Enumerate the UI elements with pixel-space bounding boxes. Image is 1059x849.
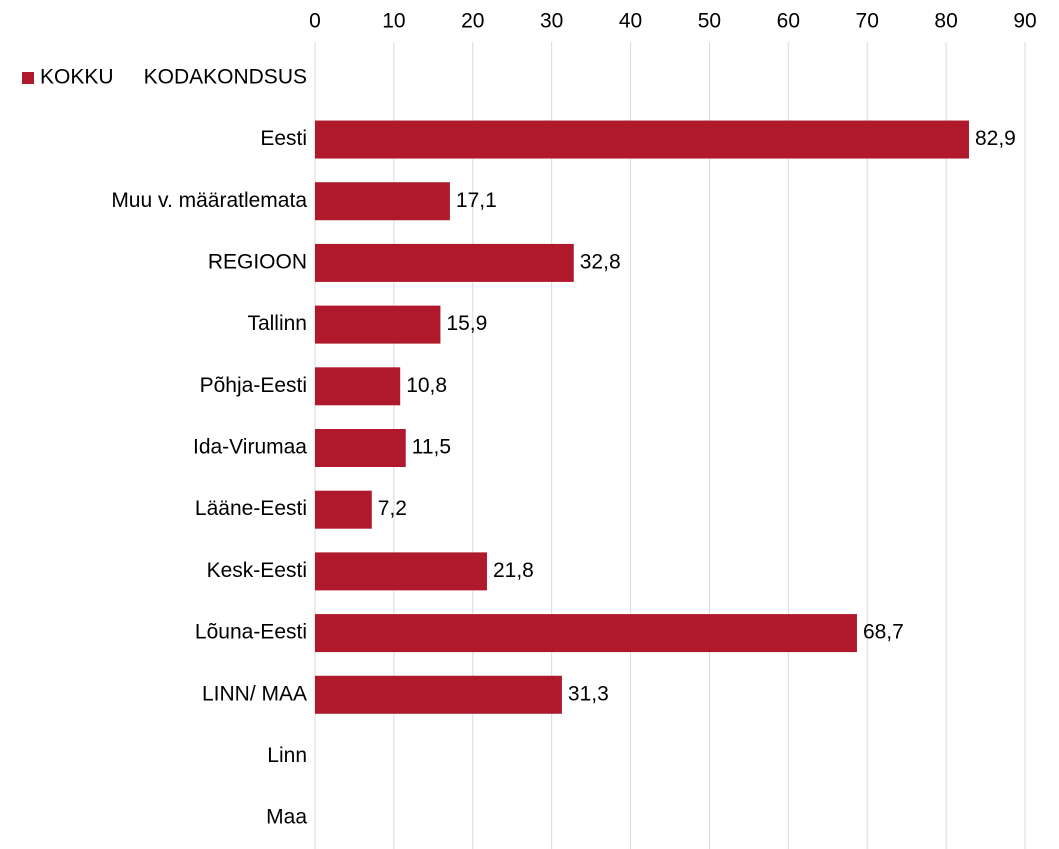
- y-tick-label: Ida-Virumaa: [193, 436, 307, 459]
- value-label: 21,8: [493, 559, 534, 582]
- bar: [315, 429, 406, 467]
- value-label: 32,8: [580, 250, 621, 273]
- x-tick-label: 0: [309, 10, 321, 33]
- bar: [315, 182, 450, 221]
- bar: [315, 552, 487, 591]
- y-tick-label: Kesk-Eesti: [207, 559, 307, 582]
- y-tick-label: Linn: [267, 744, 307, 767]
- y-tick-label: Tallinn: [247, 312, 307, 335]
- value-label: 31,3: [568, 682, 609, 705]
- bar: [315, 675, 562, 714]
- value-label: 11,5: [412, 436, 451, 459]
- legend-swatch: [22, 72, 34, 84]
- x-tick-label: 90: [1013, 10, 1036, 33]
- x-tick-label: 40: [619, 10, 642, 33]
- y-tick-label: Maa: [266, 806, 307, 829]
- value-label: 7,2: [378, 497, 407, 520]
- x-tick-label: 10: [382, 10, 405, 33]
- x-tick-label: 30: [540, 10, 563, 33]
- y-tick-label: Lõuna-Eesti: [195, 621, 307, 644]
- bar: [315, 305, 441, 344]
- bar: [315, 614, 857, 653]
- y-tick-label: Põhja-Eesti: [200, 374, 307, 397]
- x-tick-label: 80: [934, 10, 957, 33]
- x-tick-label: 60: [777, 10, 800, 33]
- x-tick-label: 20: [461, 10, 484, 33]
- y-tick-label: REGIOON: [208, 250, 307, 273]
- bar: [315, 490, 372, 529]
- value-label: 15,9: [446, 312, 487, 335]
- value-label: 82,9: [975, 127, 1016, 150]
- y-tick-label: Muu v. määratlemata: [111, 189, 307, 212]
- bar: [315, 243, 574, 282]
- bar: [315, 367, 401, 406]
- x-tick-label: 50: [698, 10, 721, 33]
- value-label: 17,1: [456, 189, 497, 212]
- y-tick-label: Eesti: [260, 127, 307, 150]
- value-label: 10,8: [406, 374, 447, 397]
- y-tick-label: KODAKONDSUS: [144, 65, 307, 88]
- value-label: 68,7: [863, 621, 904, 644]
- bar: [315, 120, 969, 159]
- legend-label: KOKKU: [40, 66, 114, 89]
- y-tick-label: Lääne-Eesti: [195, 497, 307, 520]
- y-tick-label: LINN/ MAA: [202, 682, 307, 705]
- x-tick-label: 70: [856, 10, 879, 33]
